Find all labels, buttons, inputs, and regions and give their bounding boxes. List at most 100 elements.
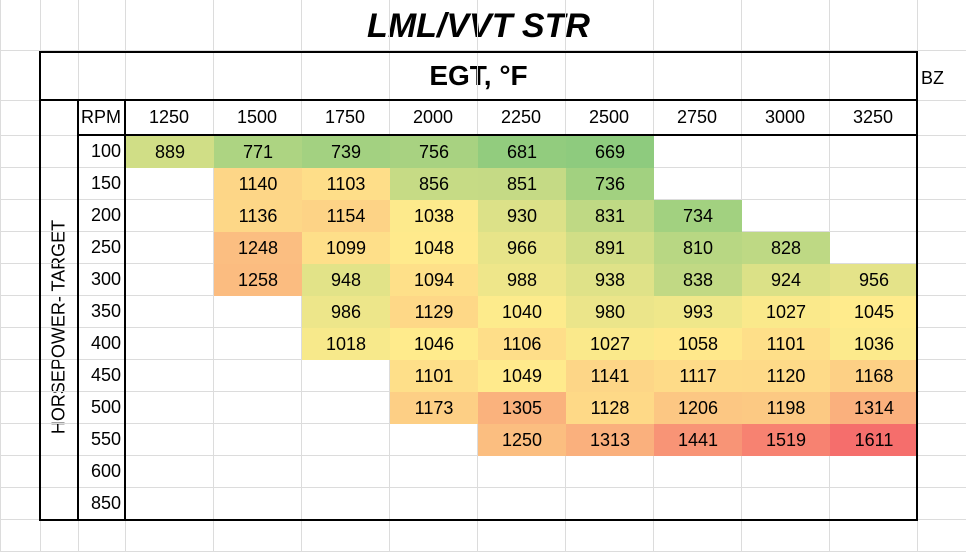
gridline (0, 0, 1, 551)
heat-cell: 1140 (214, 168, 302, 200)
heat-cell: 1441 (654, 424, 742, 456)
heat-cell: 838 (654, 264, 742, 296)
table-border (39, 51, 41, 521)
heat-cell: 771 (214, 136, 302, 168)
heat-cell: 1206 (654, 392, 742, 424)
heat-cell: 1027 (742, 296, 830, 328)
heat-cell: 1248 (214, 232, 302, 264)
heat-cell: 1018 (302, 328, 390, 360)
row-header: 450 (90, 364, 121, 385)
heat-cell: 889 (126, 136, 214, 168)
column-header: 2750 (676, 107, 718, 127)
heat-cell: 988 (478, 264, 566, 296)
heat-cell: 1117 (654, 360, 742, 392)
gridline (0, 487, 966, 488)
column-header: 1750 (324, 107, 366, 127)
heat-cell: 1129 (390, 296, 478, 328)
heat-cell: 1128 (566, 392, 654, 424)
column-header: 1500 (236, 107, 278, 127)
heat-cell: 739 (302, 136, 390, 168)
heat-cell: 681 (478, 136, 566, 168)
heat-cell: 810 (654, 232, 742, 264)
heat-cell: 1198 (742, 392, 830, 424)
row-header: 300 (90, 268, 121, 289)
heat-cell: 1250 (478, 424, 566, 456)
heat-cell: 1049 (478, 360, 566, 392)
heat-cell: 1101 (742, 328, 830, 360)
table-border (77, 134, 918, 136)
heat-cell: 851 (478, 168, 566, 200)
heat-cell: 924 (742, 264, 830, 296)
heat-cell: 736 (566, 168, 654, 200)
gridline (0, 50, 966, 51)
heat-cell: 1045 (830, 296, 918, 328)
heat-cell: 1314 (830, 392, 918, 424)
row-header: 100 (90, 140, 121, 161)
heat-cell: 1048 (390, 232, 478, 264)
heat-cell: 1305 (478, 392, 566, 424)
heat-cell: 1103 (302, 168, 390, 200)
column-header: 2500 (588, 107, 630, 127)
table-border (77, 99, 79, 520)
heat-cell: 1141 (566, 360, 654, 392)
heat-cell: 1036 (830, 328, 918, 360)
heat-cell: 986 (302, 296, 390, 328)
row-header: 400 (90, 332, 121, 353)
heat-cell: 1094 (390, 264, 478, 296)
heat-cell: 956 (830, 264, 918, 296)
heat-cell: 1038 (390, 200, 478, 232)
heat-cell: 938 (566, 264, 654, 296)
table-border (916, 51, 918, 521)
row-header: 350 (90, 300, 121, 321)
column-header: 3250 (852, 107, 894, 127)
gridline (213, 0, 214, 551)
heat-cell: 1313 (566, 424, 654, 456)
heat-cell: 1611 (830, 424, 918, 456)
row-header: 850 (90, 492, 121, 513)
note: BZ (921, 68, 945, 88)
heat-cell: 828 (742, 232, 830, 264)
column-header: 2250 (500, 107, 542, 127)
heat-cell: 669 (566, 136, 654, 168)
row-header: 250 (90, 236, 121, 257)
heat-cell: 1058 (654, 328, 742, 360)
heat-cell: 734 (654, 200, 742, 232)
heat-cell: 1040 (478, 296, 566, 328)
heat-cell: 993 (654, 296, 742, 328)
row-header: 500 (90, 396, 121, 417)
table-border (39, 519, 918, 521)
row-header: 600 (90, 460, 121, 481)
heat-cell: 980 (566, 296, 654, 328)
heat-cell: 1154 (302, 200, 390, 232)
heat-cell: 948 (302, 264, 390, 296)
row-header: 150 (90, 172, 121, 193)
heat-cell: 930 (478, 200, 566, 232)
heat-cell: 1136 (214, 200, 302, 232)
heat-cell: 1519 (742, 424, 830, 456)
row-header: 200 (90, 204, 121, 225)
heat-cell: 1046 (390, 328, 478, 360)
heat-cell: 966 (478, 232, 566, 264)
table-border (124, 99, 126, 520)
table-border (39, 99, 918, 101)
heat-cell: 756 (390, 136, 478, 168)
row-header: 550 (90, 428, 121, 449)
heat-cell: 1120 (742, 360, 830, 392)
heat-cell: 831 (566, 200, 654, 232)
heat-cell: 891 (566, 232, 654, 264)
heat-cell: 1106 (478, 328, 566, 360)
column-header: 2000 (412, 107, 454, 127)
column-header: 3000 (764, 107, 806, 127)
table-header: EGT, °F (429, 60, 528, 91)
column-header: 1250 (148, 107, 190, 127)
heat-cell: 1027 (566, 328, 654, 360)
title: LML/VVT STR (367, 6, 590, 45)
heat-cell: 1101 (390, 360, 478, 392)
column-axis-label: RPM (81, 107, 121, 127)
heat-cell: 1099 (302, 232, 390, 264)
heat-cell: 856 (390, 168, 478, 200)
heat-cell: 1173 (390, 392, 478, 424)
heat-cell: 1168 (830, 360, 918, 392)
